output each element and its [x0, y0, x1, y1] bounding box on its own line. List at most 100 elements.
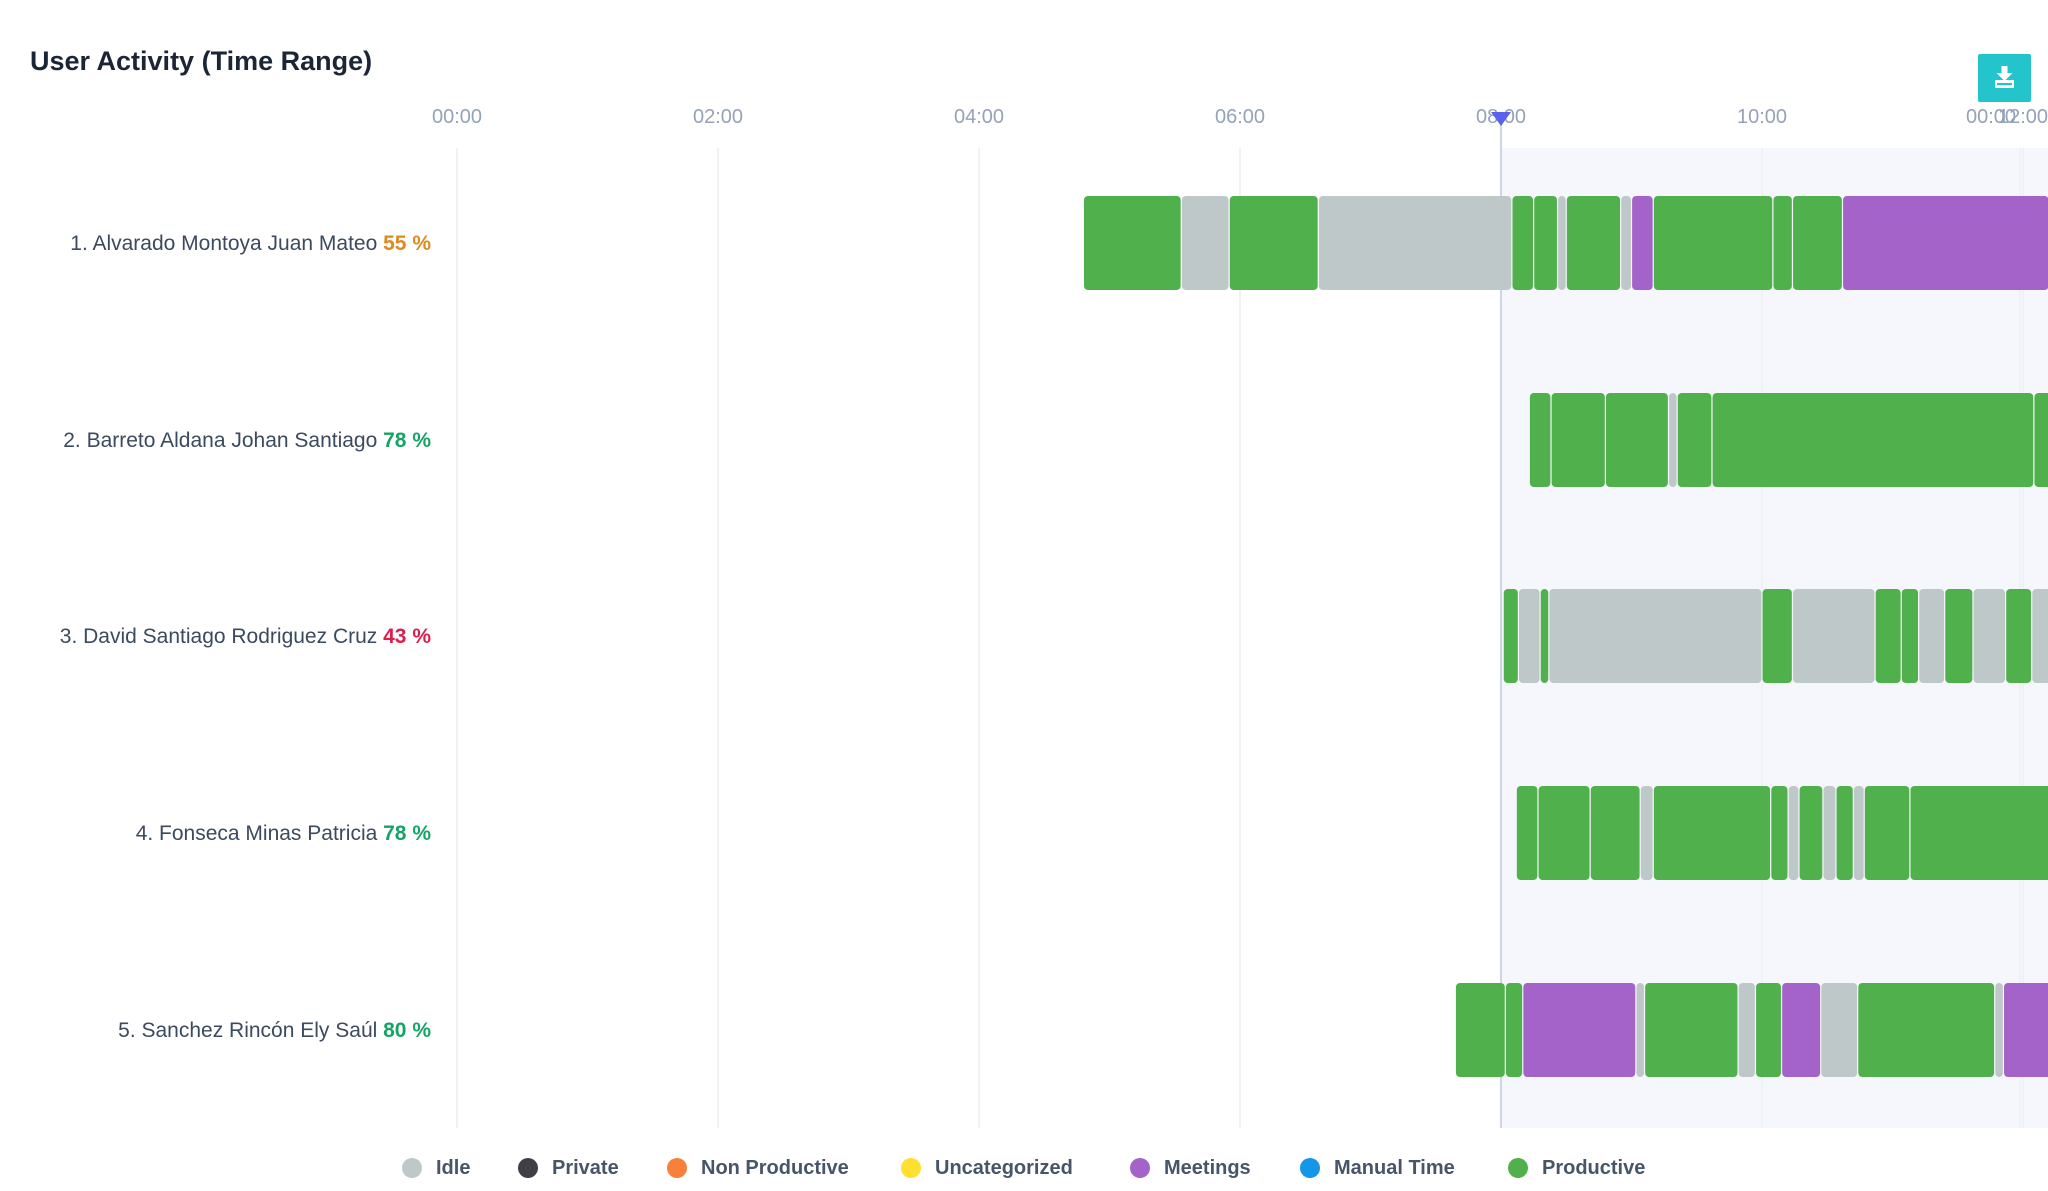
legend-dot: [901, 1158, 921, 1178]
user-row: 3. David Santiago Rodriguez Cruz 43 %: [60, 589, 2048, 683]
x-tick-label: 00:00: [432, 106, 482, 128]
user-name: 5. Sanchez Rincón Ely Saúl: [118, 1019, 383, 1042]
activity-segment-productive[interactable]: [1229, 196, 1318, 290]
activity-segment-idle[interactable]: [1636, 983, 1644, 1077]
legend-dot: [402, 1158, 422, 1178]
activity-segment-productive[interactable]: [1712, 393, 2034, 487]
activity-segment-productive[interactable]: [2034, 393, 2048, 487]
x-tick-label: 00:00: [1966, 106, 2016, 128]
activity-segment-meetings[interactable]: [2004, 983, 2048, 1077]
activity-segment-idle[interactable]: [1793, 589, 1875, 683]
activity-timeline-chart: 00:0002:0004:0006:0008:0010:0012:0014:00…: [60, 106, 2048, 1128]
activity-segment-meetings[interactable]: [1632, 196, 1653, 290]
user-row: 4. Fonseca Minas Patricia 78 %: [136, 786, 2048, 880]
user-percent: 78 %: [383, 429, 431, 452]
activity-segment-productive[interactable]: [1762, 589, 1792, 683]
user-percent: 55 %: [383, 232, 431, 255]
activity-segment-idle[interactable]: [1621, 196, 1631, 290]
activity-segment-productive[interactable]: [2006, 589, 2032, 683]
activity-segment-meetings[interactable]: [1523, 983, 1636, 1077]
user-name: 4. Fonseca Minas Patricia: [136, 822, 383, 845]
legend-dot: [1130, 1158, 1150, 1178]
download-button[interactable]: [1978, 54, 2031, 102]
activity-segment-productive[interactable]: [1756, 983, 1781, 1077]
legend-dot: [1508, 1158, 1528, 1178]
activity-segment-productive[interactable]: [1858, 983, 1995, 1077]
activity-segment-idle[interactable]: [1973, 589, 2005, 683]
activity-segment-productive[interactable]: [1771, 786, 1788, 880]
activity-segment-idle[interactable]: [1318, 196, 1512, 290]
activity-segment-productive[interactable]: [1875, 589, 1901, 683]
activity-segment-productive[interactable]: [1505, 983, 1523, 1077]
activity-segment-productive[interactable]: [1516, 786, 1538, 880]
activity-segment-productive[interactable]: [1645, 983, 1738, 1077]
activity-segment-productive[interactable]: [1945, 589, 1973, 683]
activity-segment-idle[interactable]: [1919, 589, 1945, 683]
activity-segment-productive[interactable]: [1534, 196, 1557, 290]
legend-label: Productive: [1542, 1156, 1646, 1179]
activity-segment-idle[interactable]: [1558, 196, 1566, 290]
activity-segment-productive[interactable]: [1503, 589, 1518, 683]
legend-item-non_productive[interactable]: Non Productive: [667, 1150, 849, 1186]
activity-segment-idle[interactable]: [1823, 786, 1836, 880]
legend-item-private[interactable]: Private: [518, 1150, 619, 1186]
legend-label: Uncategorized: [935, 1156, 1073, 1179]
user-label: 4. Fonseca Minas Patricia 78 %: [136, 822, 432, 845]
legend-item-uncategorized[interactable]: Uncategorized: [901, 1150, 1073, 1186]
activity-segment-productive[interactable]: [1538, 786, 1590, 880]
activity-segment-productive[interactable]: [1566, 196, 1621, 290]
activity-segment-productive[interactable]: [1799, 786, 1823, 880]
activity-segment-productive[interactable]: [1512, 196, 1534, 290]
activity-segment-productive[interactable]: [1677, 393, 1712, 487]
activity-segment-idle[interactable]: [1669, 393, 1677, 487]
user-name: 1. Alvarado Montoya Juan Mateo: [70, 232, 383, 255]
download-icon: [1995, 66, 2014, 88]
range-start-handle[interactable]: [1491, 112, 1511, 126]
activity-segment-idle[interactable]: [1519, 589, 1540, 683]
chart-title: User Activity (Time Range): [30, 46, 373, 76]
activity-segment-idle[interactable]: [1738, 983, 1755, 1077]
activity-segment-productive[interactable]: [1455, 983, 1505, 1077]
activity-segment-meetings[interactable]: [1782, 983, 1821, 1077]
legend-label: Idle: [436, 1156, 471, 1179]
activity-segment-idle[interactable]: [1995, 983, 2003, 1077]
x-tick-label: 04:00: [954, 106, 1004, 128]
user-label: 5. Sanchez Rincón Ely Saúl 80 %: [118, 1019, 431, 1042]
activity-segment-productive[interactable]: [1773, 196, 1792, 290]
activity-segment-idle[interactable]: [1640, 786, 1653, 880]
user-percent: 80 %: [383, 1019, 431, 1042]
activity-segment-productive[interactable]: [1551, 393, 1605, 487]
activity-segment-productive[interactable]: [1910, 786, 2048, 880]
activity-segment-productive[interactable]: [1793, 196, 1842, 290]
activity-segment-productive[interactable]: [1901, 589, 1918, 683]
activity-segment-idle[interactable]: [1181, 196, 1229, 290]
x-tick-label: 10:00: [1737, 106, 1787, 128]
activity-segment-productive[interactable]: [1836, 786, 1853, 880]
user-percent: 78 %: [383, 822, 431, 845]
user-name: 2. Barreto Aldana Johan Santiago: [63, 429, 383, 452]
x-tick-label: 02:00: [693, 106, 743, 128]
activity-segment-productive[interactable]: [1864, 786, 1910, 880]
chart-legend: Idle Private Non Productive Uncategorized Me…: [0, 1150, 2048, 1186]
activity-segment-meetings[interactable]: [1843, 196, 2048, 290]
activity-segment-idle[interactable]: [1549, 589, 1762, 683]
x-tick-label: 12:00: [1998, 106, 2048, 128]
activity-segment-productive[interactable]: [1540, 589, 1549, 683]
activity-segment-productive[interactable]: [1529, 393, 1551, 487]
activity-segment-productive[interactable]: [1084, 196, 1181, 290]
activity-segment-productive[interactable]: [1606, 393, 1668, 487]
x-tick-label: 06:00: [1215, 106, 1265, 128]
activity-segment-productive[interactable]: [1653, 786, 1771, 880]
legend-item-meetings[interactable]: Meetings: [1130, 1150, 1251, 1186]
legend-item-manual_time[interactable]: Manual Time: [1300, 1150, 1455, 1186]
activity-segment-idle[interactable]: [1788, 786, 1799, 880]
activity-segment-idle[interactable]: [1853, 786, 1864, 880]
activity-segment-productive[interactable]: [1590, 786, 1640, 880]
legend-dot: [1300, 1158, 1320, 1178]
activity-segment-idle[interactable]: [2032, 589, 2048, 683]
legend-item-productive[interactable]: Productive: [1508, 1150, 1645, 1186]
user-row: 5. Sanchez Rincón Ely Saúl 80 %: [118, 983, 2048, 1077]
activity-segment-productive[interactable]: [1653, 196, 1773, 290]
activity-segment-idle[interactable]: [1821, 983, 1858, 1077]
legend-item-idle[interactable]: Idle: [402, 1150, 470, 1186]
